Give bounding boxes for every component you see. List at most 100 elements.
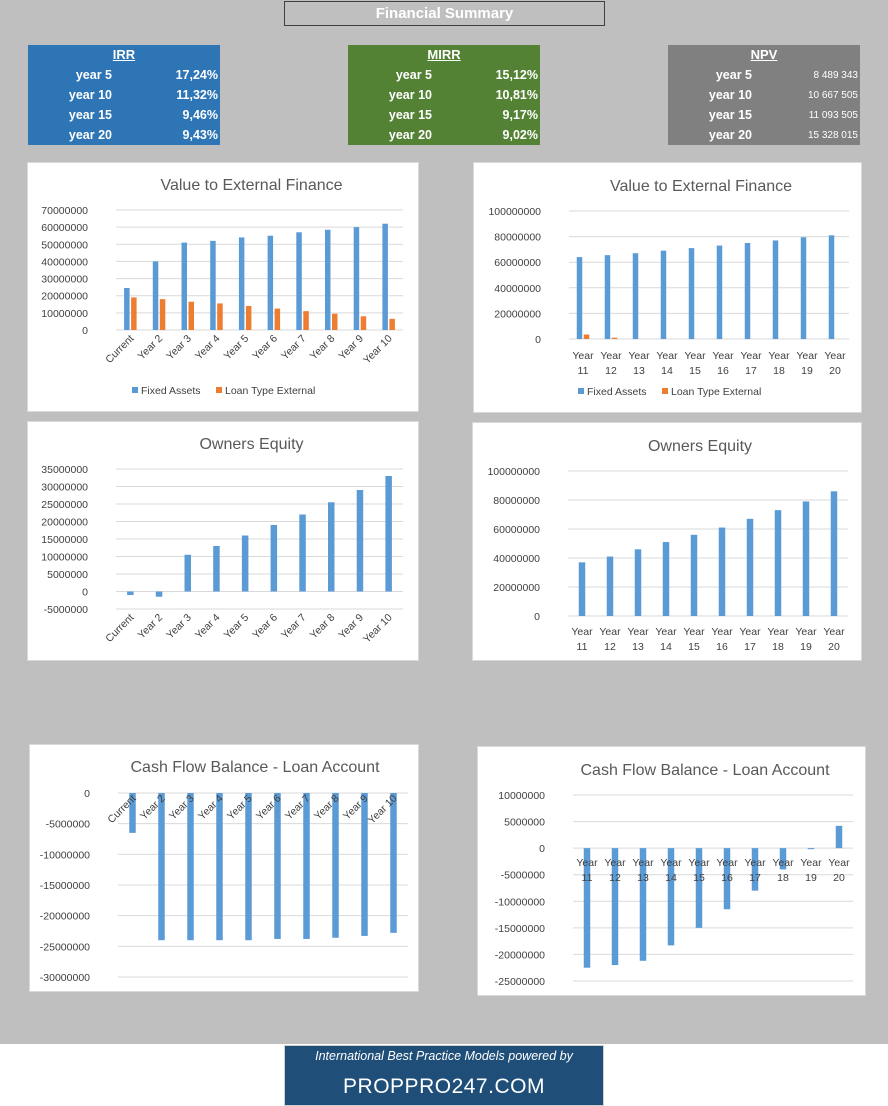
bar bbox=[695, 848, 703, 928]
bar bbox=[210, 240, 216, 330]
bar bbox=[634, 549, 642, 616]
bar bbox=[325, 229, 331, 330]
bar bbox=[382, 223, 388, 330]
npv-row-value: 11 093 505 bbox=[808, 109, 858, 121]
bar bbox=[390, 793, 397, 933]
bar bbox=[583, 848, 591, 968]
npv-row: year 20 15 328 015 bbox=[668, 125, 860, 145]
legend-label: Fixed Assets bbox=[587, 386, 647, 398]
npv-row-label: year 20 bbox=[708, 128, 752, 142]
mirr-row-value: 10,81% bbox=[495, 88, 538, 102]
chart-title: Value to External Finance bbox=[160, 177, 342, 194]
chart-value-external-finance-y11-20: Value to External Finance 0 20000000 400000… bbox=[473, 162, 862, 413]
bar bbox=[716, 245, 723, 339]
y-tick-label: 50000000 bbox=[41, 239, 88, 251]
irr-title: IRR bbox=[112, 47, 136, 62]
bar bbox=[187, 793, 194, 941]
bar bbox=[129, 793, 136, 833]
bar bbox=[299, 514, 306, 592]
y-tick-label: -25000000 bbox=[495, 976, 545, 988]
legend-label: Loan Type External bbox=[671, 386, 761, 398]
x-tick-label: Year 13 bbox=[632, 857, 654, 884]
y-tick-label: -5000000 bbox=[44, 604, 89, 616]
y-tick-label: 5000000 bbox=[47, 569, 88, 581]
x-tick-label: Year 12 bbox=[599, 626, 621, 653]
npv-row: year 5 8 489 343 bbox=[668, 65, 860, 85]
footer-tagline: International Best Practice Models power… bbox=[315, 1049, 573, 1063]
x-tick-label: Year 13 bbox=[627, 626, 649, 653]
y-tick-label: 100000000 bbox=[488, 206, 541, 218]
irr-row: year 20 9,43% bbox=[28, 125, 220, 145]
bar bbox=[830, 491, 838, 616]
y-tick-label: -30000000 bbox=[40, 972, 90, 984]
x-tick-label: Year 6 bbox=[250, 333, 280, 363]
mirr-title: MIRR bbox=[427, 47, 461, 62]
bar bbox=[360, 316, 367, 330]
bar bbox=[774, 510, 782, 616]
x-tick-label: Year 3 bbox=[164, 612, 194, 642]
mirr-row: year 10 10,81% bbox=[348, 85, 540, 105]
legend-label: Loan Type External bbox=[225, 385, 315, 397]
x-tick-label: Year 15 bbox=[684, 350, 706, 377]
x-tick-label: Year 10 bbox=[361, 333, 395, 367]
footer-brand[interactable]: PROPPRO247.COM bbox=[343, 1075, 545, 1098]
bar bbox=[746, 518, 754, 616]
bar bbox=[158, 793, 165, 941]
y-tick-label: 80000000 bbox=[493, 495, 540, 507]
bar bbox=[356, 490, 364, 592]
bar bbox=[296, 232, 302, 330]
bar bbox=[267, 235, 274, 330]
bar bbox=[578, 562, 586, 616]
legend-swatch bbox=[578, 388, 584, 394]
bar bbox=[611, 848, 619, 966]
bar bbox=[606, 556, 614, 616]
chart-svg: Owners Equity 0 20000000 40000000 60000000 80… bbox=[487, 438, 848, 653]
bar bbox=[124, 288, 130, 330]
y-tick-label: 5000000 bbox=[504, 817, 545, 829]
bar bbox=[389, 318, 395, 330]
x-tick-label: Year 7 bbox=[279, 333, 309, 363]
y-tick-label: 60000000 bbox=[41, 222, 88, 234]
bar bbox=[688, 248, 695, 339]
mirr-row: year 20 9,02% bbox=[348, 125, 540, 145]
chart-title: Owners Equity bbox=[648, 438, 752, 455]
npv-summary-box: NPV year 5 8 489 343 year 10 10 667 505 ye… bbox=[668, 45, 860, 145]
y-tick-label: 40000000 bbox=[494, 283, 541, 295]
mirr-row-value: 9,17% bbox=[502, 108, 538, 122]
y-tick-label: 10000000 bbox=[41, 552, 88, 564]
npv-row-value: 10 667 505 bbox=[807, 89, 858, 101]
irr-row: year 5 17,24% bbox=[28, 65, 220, 85]
y-tick-label: 0 bbox=[539, 843, 545, 855]
irr-row-label: year 5 bbox=[75, 68, 112, 82]
npv-title: NPV bbox=[750, 47, 778, 62]
y-tick-label: 60000000 bbox=[493, 524, 540, 536]
y-tick-label: 80000000 bbox=[494, 232, 541, 244]
y-tick-label: 35000000 bbox=[41, 464, 88, 476]
x-tick-label: Year 12 bbox=[600, 350, 622, 377]
bar bbox=[632, 253, 639, 339]
y-tick-label: -25000000 bbox=[40, 941, 90, 953]
irr-row-label: year 20 bbox=[68, 128, 112, 142]
bar bbox=[303, 793, 310, 939]
bar bbox=[660, 250, 667, 339]
y-tick-label: 10000000 bbox=[41, 308, 88, 320]
x-tick-label: Year 16 bbox=[712, 350, 734, 377]
x-tick-label: Year 15 bbox=[683, 626, 705, 653]
legend-swatch bbox=[216, 387, 222, 393]
x-tick-label: Year 11 bbox=[572, 350, 594, 377]
bar bbox=[807, 848, 815, 850]
bar bbox=[270, 525, 278, 592]
bar bbox=[353, 227, 360, 330]
irr-row-value: 9,46% bbox=[182, 108, 218, 122]
irr-row-value: 9,43% bbox=[182, 128, 218, 142]
chart-owners-equity-y11-20: Owners Equity 0 20000000 40000000 60000000 80… bbox=[472, 422, 862, 661]
mirr-summary-box: MIRR year 5 15,12% year 10 10,81% year 15 9… bbox=[348, 45, 540, 145]
mirr-row: year 5 15,12% bbox=[348, 65, 540, 85]
x-tick-label: Year 18 bbox=[767, 626, 789, 653]
bar bbox=[241, 535, 249, 592]
footer-banner: International Best Practice Models power… bbox=[284, 1045, 604, 1106]
x-tick-label: Year 19 bbox=[796, 350, 818, 377]
x-tick-label: Year 13 bbox=[628, 350, 650, 377]
x-tick-label: Year 16 bbox=[716, 857, 738, 884]
bar bbox=[303, 311, 309, 330]
